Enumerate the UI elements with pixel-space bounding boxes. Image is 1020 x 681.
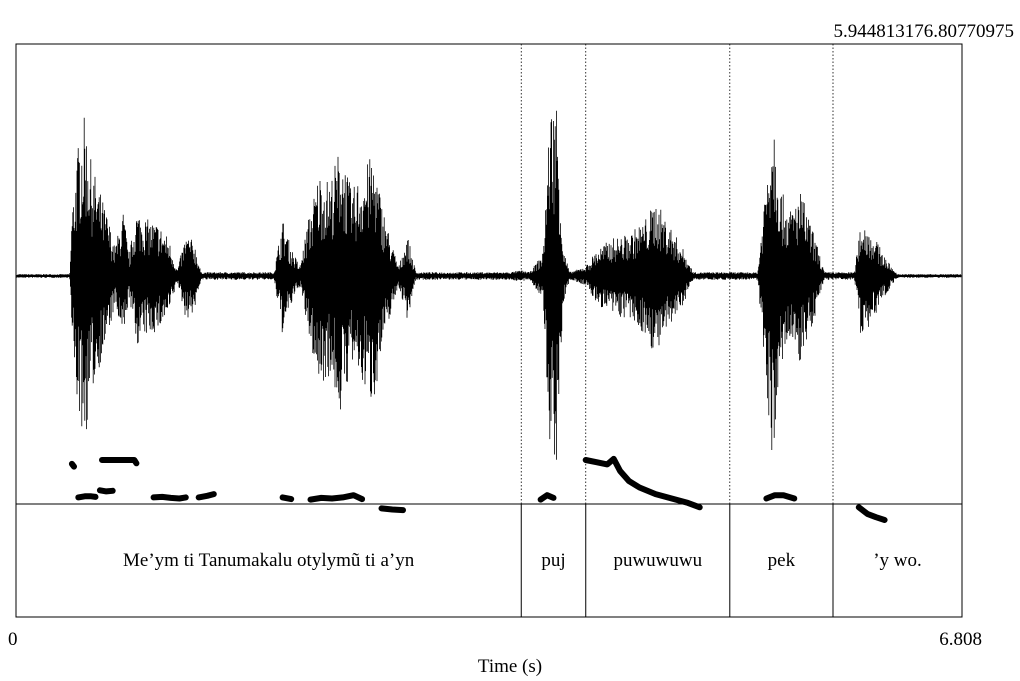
pitch-segment xyxy=(582,455,703,511)
pitch-segment xyxy=(307,492,366,503)
pitch-segment xyxy=(195,491,217,501)
pitch-segment xyxy=(537,492,557,503)
pitch-segment xyxy=(279,494,295,503)
x-axis-title: Time (s) xyxy=(477,656,543,677)
interval-label: Me’ym ti Tanumakalu otylymũ ti a’yn xyxy=(123,550,415,571)
interval-label: pek xyxy=(767,550,796,571)
pitch-segment xyxy=(99,457,140,467)
plot-border xyxy=(15,43,963,618)
pitch-track xyxy=(68,455,888,523)
pitch-segment xyxy=(96,487,116,495)
x-axis-min-label: 0 xyxy=(8,629,18,650)
interval-label: ’y wo. xyxy=(873,550,922,571)
interval-label: puwuwuwu xyxy=(613,550,703,571)
pitch-segment xyxy=(68,460,77,470)
pitch-segment xyxy=(855,504,888,523)
waveform xyxy=(16,110,962,460)
pitch-segment xyxy=(75,493,99,501)
interval-label: puj xyxy=(541,550,566,571)
pitch-segment xyxy=(378,505,406,514)
waveform-trace xyxy=(16,110,962,460)
figure-frame xyxy=(15,43,963,618)
pitch-segment xyxy=(763,492,798,502)
x-axis-max-label: 6.808 xyxy=(939,629,982,650)
top-cursor-label: 5.944813176.80770975 xyxy=(833,21,1015,42)
interval-boundaries xyxy=(520,44,834,617)
pitch-segment xyxy=(150,493,189,502)
